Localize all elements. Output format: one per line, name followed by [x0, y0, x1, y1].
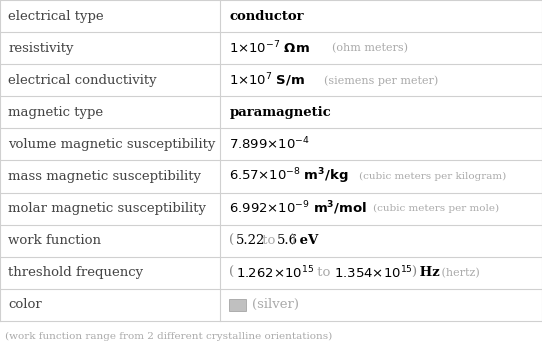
Text: resistivity: resistivity [8, 42, 74, 54]
Text: electrical type: electrical type [8, 10, 104, 23]
Text: $1{\times}10^{-7}$ $\mathbf{\Omega m}$: $1{\times}10^{-7}$ $\mathbf{\Omega m}$ [229, 40, 310, 57]
Text: $6.992{\times}10^{-9}$ $\mathbf{m^3/mol}$: $6.992{\times}10^{-9}$ $\mathbf{m^3/mol}… [229, 200, 367, 218]
Text: paramagnetic: paramagnetic [229, 106, 331, 119]
Text: magnetic type: magnetic type [8, 106, 104, 119]
Text: volume magnetic susceptibility: volume magnetic susceptibility [8, 138, 216, 151]
Text: eV: eV [295, 234, 319, 247]
Text: mass magnetic susceptibility: mass magnetic susceptibility [8, 170, 201, 183]
Text: work function: work function [8, 234, 101, 247]
Text: molar magnetic susceptibility: molar magnetic susceptibility [8, 202, 206, 215]
Text: to: to [313, 266, 335, 279]
Text: $1.354{\times}10^{15}$: $1.354{\times}10^{15}$ [334, 264, 413, 281]
Text: color: color [8, 298, 42, 311]
Text: (cubic meters per mole): (cubic meters per mole) [373, 204, 499, 213]
Text: $1{\times}10^{7}$ $\mathbf{S/m}$: $1{\times}10^{7}$ $\mathbf{S/m}$ [229, 71, 305, 89]
Text: $6.57{\times}10^{-8}$ $\mathbf{m^3/kg}$: $6.57{\times}10^{-8}$ $\mathbf{m^3/kg}$ [229, 167, 349, 186]
Text: to: to [258, 234, 280, 247]
Text: conductor: conductor [229, 10, 304, 23]
Text: threshold frequency: threshold frequency [8, 266, 143, 279]
Text: (work function range from 2 different crystalline orientations): (work function range from 2 different cr… [5, 332, 333, 341]
Bar [229, 299, 247, 311]
Text: (: ( [229, 234, 234, 247]
Text: electrical conductivity: electrical conductivity [8, 74, 157, 87]
Text: Hz: Hz [415, 266, 440, 279]
Text: (siemens per meter): (siemens per meter) [324, 75, 438, 85]
Text: (ohm meters): (ohm meters) [332, 43, 408, 53]
Text: 5.22: 5.22 [236, 234, 266, 247]
Text: (: ( [229, 266, 234, 279]
Text: ): ) [291, 234, 295, 247]
Text: (cubic meters per kilogram): (cubic meters per kilogram) [359, 172, 507, 181]
Text: (hertz): (hertz) [438, 268, 480, 278]
Text: $7.899{\times}10^{-4}$: $7.899{\times}10^{-4}$ [229, 136, 310, 153]
Text: $1.262{\times}10^{15}$: $1.262{\times}10^{15}$ [236, 264, 314, 281]
Text: ): ) [411, 266, 416, 279]
Text: (silver): (silver) [252, 298, 299, 311]
Text: 5.6: 5.6 [277, 234, 298, 247]
